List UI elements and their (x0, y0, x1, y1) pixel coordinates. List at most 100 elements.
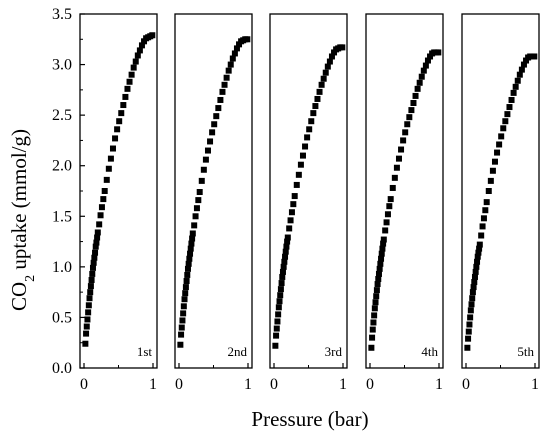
data-point (371, 312, 378, 319)
data-point (236, 41, 243, 48)
x-tick-label: 0 (462, 376, 470, 393)
data-point (198, 177, 205, 184)
data-point (90, 259, 97, 266)
data-point (491, 158, 498, 165)
data-point (466, 321, 473, 328)
data-point (180, 310, 187, 317)
data-point (182, 284, 189, 291)
data-point (179, 317, 186, 324)
data-point (380, 240, 387, 247)
data-point (274, 318, 281, 325)
data-point (518, 66, 525, 73)
data-point (469, 289, 476, 296)
data-point (186, 255, 193, 262)
panel-label: 2nd (228, 344, 248, 359)
data-point (308, 118, 315, 125)
data-point (502, 118, 509, 125)
data-point (280, 263, 287, 270)
data-point (331, 49, 338, 56)
data-point (496, 141, 503, 148)
data-point (177, 341, 184, 348)
data-point (369, 326, 376, 333)
data-point (200, 166, 207, 173)
y-axis-title-main: CO (7, 282, 31, 311)
data-point (514, 77, 521, 84)
data-point (320, 75, 327, 82)
x-tick-label: 1 (149, 376, 157, 393)
data-point (207, 138, 214, 145)
panel-label: 5th (517, 344, 534, 359)
data-point (85, 309, 92, 316)
data-point (416, 79, 423, 86)
panel-frame (269, 13, 348, 369)
data-point (498, 133, 505, 140)
data-point (474, 258, 481, 265)
panel-frame (461, 13, 540, 369)
data-point (284, 238, 291, 245)
data-point (82, 340, 89, 347)
data-point (372, 299, 379, 306)
y-tick-label: 1.0 (52, 259, 72, 276)
data-point (290, 201, 297, 208)
data-point (191, 222, 198, 229)
data-point (178, 331, 185, 338)
data-point (132, 58, 139, 65)
data-point (468, 301, 475, 308)
data-point (94, 234, 101, 241)
data-point (130, 64, 137, 71)
data-point (282, 253, 289, 260)
data-point (134, 52, 141, 59)
data-point (470, 284, 477, 291)
x-tick-label: 0 (366, 376, 374, 393)
panel-2nd: 0 1 2nd (174, 13, 253, 393)
data-point (88, 277, 95, 284)
data-point (382, 227, 389, 234)
data-point (213, 113, 220, 120)
data-point (227, 61, 234, 68)
data-point (273, 332, 280, 339)
data-point (233, 45, 240, 52)
data-point (393, 164, 400, 171)
y-tick-label: 1.5 (52, 208, 72, 225)
data-point (420, 67, 427, 74)
data-point (195, 197, 202, 204)
panel-label: 4th (421, 344, 438, 359)
data-point (276, 298, 283, 305)
data-point (368, 344, 375, 351)
data-point (389, 184, 396, 191)
data-point (279, 273, 286, 280)
data-point (277, 286, 284, 293)
data-point (471, 273, 478, 280)
data-point (297, 161, 304, 168)
data-point (465, 335, 472, 342)
data-point (189, 230, 196, 237)
data-point (494, 149, 501, 156)
data-point (185, 260, 192, 267)
data-point (510, 89, 517, 96)
data-point (304, 134, 311, 141)
data-point (84, 316, 91, 323)
data-point (284, 234, 291, 241)
x-tick-label: 0 (80, 376, 88, 393)
data-point (295, 171, 302, 178)
data-point (275, 304, 282, 311)
data-point (328, 53, 335, 60)
data-point (83, 323, 90, 330)
data-point (377, 260, 384, 267)
data-point (322, 69, 329, 76)
data-point (516, 71, 523, 78)
data-point (288, 209, 295, 216)
data-point (506, 104, 513, 111)
data-point (464, 344, 471, 351)
data-point (85, 302, 92, 309)
panel-1st: 0 1 1st (79, 13, 158, 393)
data-point (302, 143, 309, 150)
data-point (476, 245, 483, 252)
data-point (371, 305, 378, 312)
y-axis-title-rest: uptake (mmol/g) (7, 129, 31, 275)
x-axis-title: Pressure (bar) (251, 407, 368, 431)
data-point (531, 53, 538, 60)
data-point (422, 62, 429, 69)
y-axis: 0.0 0.5 1.0 1.5 2.0 2.5 3.0 3.5 (52, 6, 85, 377)
data-point (91, 254, 98, 261)
